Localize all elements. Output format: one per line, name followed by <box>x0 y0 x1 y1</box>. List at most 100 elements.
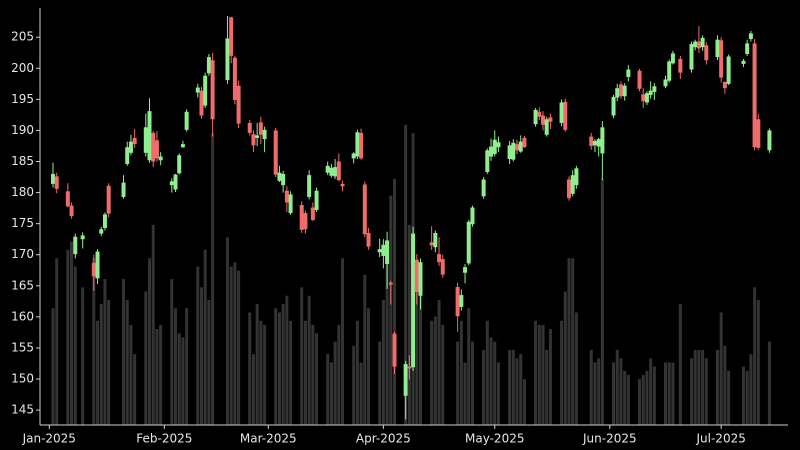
candle-body <box>615 88 620 98</box>
candle-body <box>273 130 278 175</box>
volume-bar <box>571 258 575 425</box>
candle-body <box>592 140 597 146</box>
volume-bar <box>66 249 70 425</box>
volume-bar <box>638 379 642 425</box>
candle-body <box>626 69 631 77</box>
volume-bar <box>548 329 552 425</box>
y-tick-label: 180 <box>11 185 34 199</box>
volume-bar <box>482 349 486 425</box>
volume-bar <box>393 178 397 425</box>
volume-bar <box>753 287 757 425</box>
candle-body <box>618 84 623 97</box>
volume-bar <box>51 308 55 425</box>
volume-bar <box>251 354 255 425</box>
candle-body <box>388 282 393 285</box>
volume-bar <box>307 295 311 425</box>
volume-bar <box>626 374 630 425</box>
volume-bar <box>563 291 567 425</box>
volume-bar <box>496 362 500 425</box>
volume-bar <box>329 362 333 425</box>
volume-bar <box>511 349 515 425</box>
volume-bar <box>456 341 460 425</box>
volume-bar <box>663 362 667 425</box>
volume-bar <box>133 354 137 425</box>
x-tick-label: Apr-2025 <box>356 432 411 446</box>
candle-body <box>255 135 260 138</box>
volume-bar <box>508 349 512 425</box>
candle-body <box>336 161 341 181</box>
volume-bar <box>237 270 241 425</box>
candle-body <box>411 233 416 368</box>
volume-bar <box>107 299 111 425</box>
volume-bar <box>459 320 463 425</box>
volume-bar <box>333 341 337 425</box>
candle-body <box>596 139 601 147</box>
candle-body <box>704 45 709 61</box>
volume-bar <box>678 304 682 425</box>
candle-body <box>570 175 575 194</box>
x-tick-label: Jul-2025 <box>696 432 746 446</box>
volume-bar <box>697 349 701 425</box>
volume-bar <box>649 358 653 425</box>
candle-body <box>195 87 200 93</box>
volume-bar <box>359 362 363 425</box>
candle-body <box>173 174 178 190</box>
candle-body <box>648 90 653 96</box>
volume-bar <box>489 337 493 425</box>
candle-body <box>314 190 319 210</box>
volume-bar <box>641 374 645 425</box>
volume-bar <box>652 366 656 425</box>
y-tick-label: 205 <box>11 30 34 44</box>
volume-bar <box>689 358 693 425</box>
volume-bar <box>615 349 619 425</box>
volume-bar <box>233 262 237 425</box>
candle-body <box>548 117 553 122</box>
volume-bar <box>311 324 315 425</box>
candle-body <box>652 86 657 92</box>
candle-body <box>689 44 694 70</box>
x-tick-label: Jun-2025 <box>582 432 637 446</box>
volume-bar <box>203 249 207 425</box>
volume-bar <box>418 283 422 425</box>
candle-body <box>288 194 293 214</box>
volume-bar <box>485 320 489 425</box>
candle-body <box>741 60 746 64</box>
candle-body <box>511 142 516 160</box>
candle-body <box>132 137 137 145</box>
candle-body <box>158 156 163 161</box>
candle-body <box>258 122 263 135</box>
candle-body <box>299 205 304 230</box>
volume-bar <box>281 304 285 425</box>
candle-body <box>637 70 642 89</box>
candle-body <box>184 111 189 130</box>
volume-bar <box>337 324 341 425</box>
candle-body <box>455 287 460 317</box>
volume-bar <box>155 329 159 425</box>
candle-body <box>696 41 701 49</box>
candle-body <box>325 165 330 173</box>
y-tick-label: 195 <box>11 92 34 106</box>
volume-bar <box>441 324 445 425</box>
volume-bar <box>277 312 281 425</box>
volume-bar <box>196 266 200 425</box>
candle-body <box>700 37 705 48</box>
volume-bar <box>415 279 419 425</box>
candle-body <box>333 167 338 177</box>
volume-bar <box>248 312 252 425</box>
candle-body <box>262 129 267 140</box>
candle-body <box>340 183 345 187</box>
candle-body <box>481 179 486 197</box>
candle-body <box>128 141 133 153</box>
volume-bar <box>589 349 593 425</box>
candle-body <box>644 93 649 103</box>
candle-body <box>225 38 230 81</box>
candle-body <box>667 61 672 81</box>
x-tick-label: Feb-2025 <box>136 432 192 446</box>
candle-body <box>678 58 683 73</box>
volume-bar <box>303 320 307 425</box>
volume-bar <box>185 308 189 425</box>
candle-body <box>418 262 423 296</box>
candle-body <box>147 111 152 161</box>
candle-body <box>284 190 289 203</box>
volume-bar <box>389 195 393 425</box>
